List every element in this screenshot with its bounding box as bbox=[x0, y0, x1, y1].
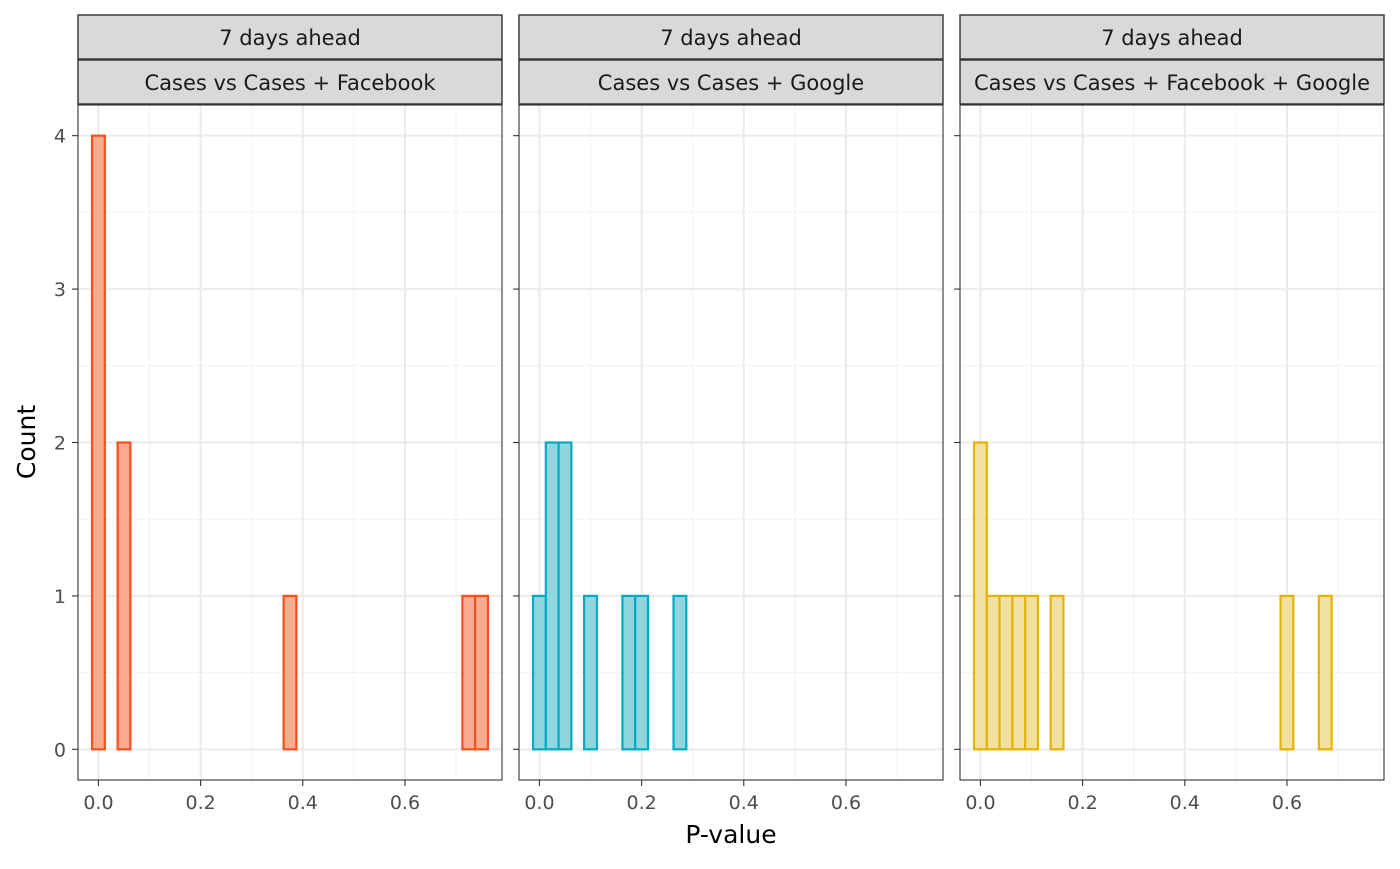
strip-top-bg bbox=[518, 14, 944, 60]
histogram-bar bbox=[1049, 594, 1065, 751]
strip-bottom: Cases vs Cases + Facebook + Google bbox=[959, 59, 1385, 105]
x-tick-label: 0.4 bbox=[1170, 792, 1200, 814]
histogram-series bbox=[972, 441, 1333, 751]
x-tick-label: 0.0 bbox=[83, 792, 113, 814]
histogram-bar bbox=[985, 594, 1001, 751]
facet-panel: 7 days ahead Cases vs Cases + Facebook 0.0… bbox=[54, 14, 503, 814]
strip-bottom: Cases vs Cases + Facebook bbox=[77, 59, 503, 105]
y-axis-title: Count bbox=[12, 405, 41, 479]
histogram-bar bbox=[972, 441, 988, 751]
strip-top-bg bbox=[959, 14, 1385, 60]
histogram-bar bbox=[634, 594, 650, 751]
histogram-series bbox=[90, 134, 490, 751]
histogram-bar bbox=[1317, 594, 1333, 751]
strip-bottom: Cases vs Cases + Google bbox=[518, 59, 944, 105]
x-tick-label: 0.4 bbox=[729, 792, 759, 814]
histogram-bar bbox=[116, 441, 132, 751]
y-tick-label: 0 bbox=[54, 739, 66, 761]
histogram-bar bbox=[557, 441, 573, 751]
x-tick-label: 0.6 bbox=[390, 792, 420, 814]
x-axis-title: P-value bbox=[685, 820, 776, 849]
x-tick-label: 0.4 bbox=[288, 792, 318, 814]
x-tick-label: 0.2 bbox=[626, 792, 656, 814]
y-tick-label: 3 bbox=[54, 279, 66, 301]
strip-bottom-label: Cases vs Cases + Google bbox=[598, 71, 864, 95]
histogram-bar bbox=[474, 594, 490, 751]
y-tick-label: 1 bbox=[54, 586, 66, 608]
strip-top: 7 days ahead bbox=[518, 14, 944, 60]
histogram-bar bbox=[90, 134, 106, 751]
histogram-bar bbox=[583, 594, 599, 751]
facet-panel: 7 days ahead Cases vs Cases + Google 0.0 0.… bbox=[513, 14, 944, 814]
x-tick-label: 0.0 bbox=[965, 792, 995, 814]
facet-panel: 7 days ahead Cases vs Cases + Facebook + … bbox=[954, 14, 1385, 814]
histogram-bar bbox=[282, 594, 298, 751]
histogram-series bbox=[531, 441, 688, 751]
strip-top-bg bbox=[77, 14, 503, 60]
strip-top-label: 7 days ahead bbox=[1101, 26, 1243, 50]
histogram-bar bbox=[621, 594, 637, 751]
strip-bottom-bg bbox=[518, 59, 944, 105]
histogram-bar bbox=[1024, 594, 1040, 751]
histogram-bar bbox=[531, 594, 547, 751]
strip-top: 7 days ahead bbox=[77, 14, 503, 60]
strip-top-label: 7 days ahead bbox=[660, 26, 802, 50]
strip-bottom-bg bbox=[77, 59, 503, 105]
strip-top: 7 days ahead bbox=[959, 14, 1385, 60]
histogram-bar bbox=[672, 594, 688, 751]
y-tick-label: 2 bbox=[54, 433, 66, 455]
panels-group: 7 days ahead Cases vs Cases + Facebook 0.0… bbox=[54, 14, 1385, 814]
strip-bottom-label: Cases vs Cases + Facebook bbox=[144, 71, 436, 95]
x-tick-label: 0.6 bbox=[1272, 792, 1302, 814]
x-tick-label: 0.2 bbox=[1067, 792, 1097, 814]
histogram-bar bbox=[544, 441, 560, 751]
histogram-bar bbox=[1011, 594, 1027, 751]
strip-top-label: 7 days ahead bbox=[219, 26, 361, 50]
histogram-bar bbox=[1279, 594, 1295, 751]
y-tick-label: 4 bbox=[54, 126, 66, 148]
x-tick-label: 0.6 bbox=[831, 792, 861, 814]
strip-bottom-bg bbox=[959, 59, 1385, 105]
histogram-bar bbox=[461, 594, 477, 751]
histogram-bar bbox=[998, 594, 1014, 751]
x-tick-label: 0.2 bbox=[185, 792, 215, 814]
x-tick-label: 0.0 bbox=[524, 792, 554, 814]
strip-bottom-label: Cases vs Cases + Facebook + Google bbox=[974, 71, 1370, 95]
